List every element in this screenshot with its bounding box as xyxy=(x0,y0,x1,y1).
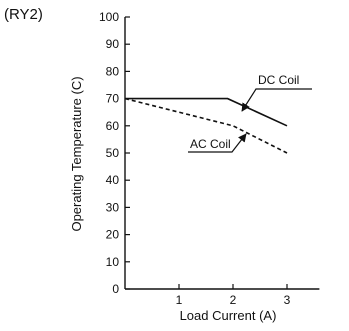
x-tick-label-3: 3 xyxy=(284,293,291,307)
y-tick-label-20: 20 xyxy=(106,228,120,242)
y-tick-label-100: 100 xyxy=(99,10,119,24)
x-tick-label-1: 1 xyxy=(176,293,183,307)
series-line-dc-coil xyxy=(125,99,287,126)
annotation-leader-0 xyxy=(242,89,312,111)
y-axis-label: Operating Temperature (C) xyxy=(69,76,84,231)
y-tick-label-40: 40 xyxy=(106,173,120,187)
y-tick-label-60: 60 xyxy=(106,119,120,133)
y-tick-label-80: 80 xyxy=(106,64,120,78)
y-tick-label-30: 30 xyxy=(106,200,120,214)
y-tick-label-0: 0 xyxy=(112,282,119,296)
x-axis-ticks: 1 2 3 xyxy=(176,284,291,307)
y-tick-label-70: 70 xyxy=(106,92,120,106)
y-tick-label-90: 90 xyxy=(106,37,120,51)
annotation-label-1: AC Coil xyxy=(190,137,231,151)
annotation-label-0: DC Coil xyxy=(258,73,299,87)
x-tick-label-2: 2 xyxy=(230,293,237,307)
y-tick-label-10: 10 xyxy=(106,255,120,269)
x-axis-label: Load Current (A) xyxy=(180,308,277,323)
y-tick-label-50: 50 xyxy=(106,146,120,160)
chart-annotations: DC Coil AC Coil xyxy=(188,73,312,152)
chart-axes xyxy=(125,17,319,289)
